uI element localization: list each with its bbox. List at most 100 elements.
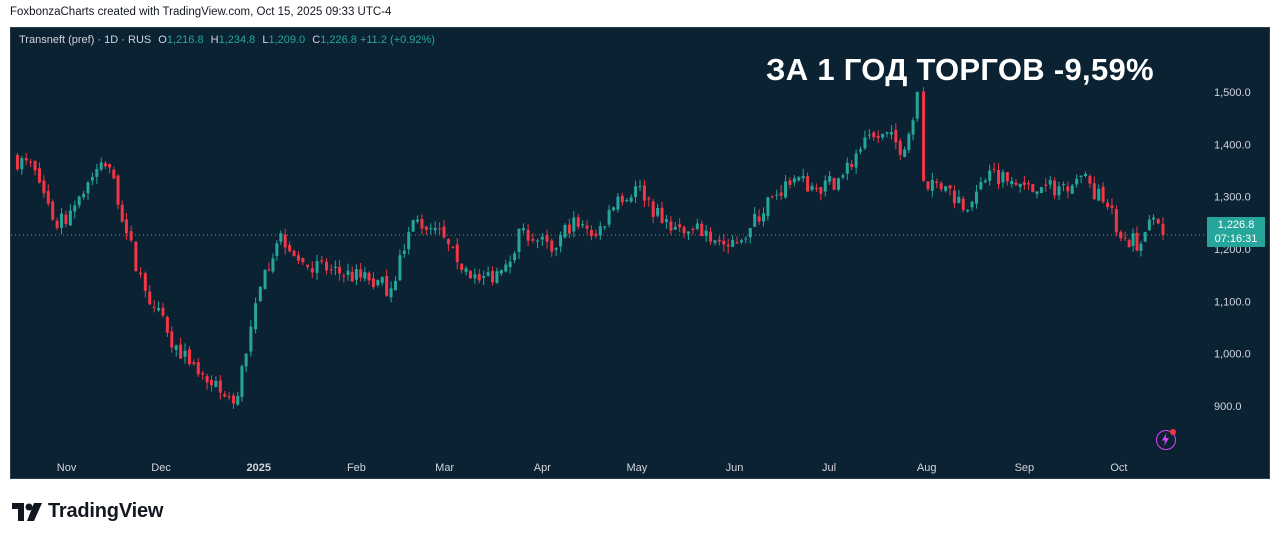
candle-body[interactable] (625, 199, 629, 201)
candle-body[interactable] (15, 155, 19, 170)
candle-body[interactable] (863, 137, 867, 149)
candle-body[interactable] (51, 201, 55, 220)
candle-body[interactable] (572, 217, 576, 232)
candle-body[interactable] (371, 278, 375, 288)
candle-body[interactable] (148, 291, 152, 305)
candle-body[interactable] (911, 120, 915, 135)
candle-body[interactable] (161, 307, 165, 316)
candle-body[interactable] (33, 160, 37, 171)
candle-body[interactable] (739, 240, 743, 243)
candle-body[interactable] (380, 277, 384, 283)
candle-body[interactable] (704, 230, 708, 236)
candle-body[interactable] (64, 214, 68, 224)
candle-body[interactable] (254, 303, 258, 330)
candle-body[interactable] (559, 235, 563, 247)
candle-body[interactable] (974, 191, 978, 204)
candle-body[interactable] (872, 132, 876, 138)
candle-body[interactable] (24, 158, 28, 161)
candle-body[interactable] (429, 228, 433, 230)
candle-body[interactable] (775, 194, 779, 196)
candle-body[interactable] (691, 228, 695, 230)
candle-body[interactable] (320, 260, 324, 262)
candle-body[interactable] (1119, 231, 1123, 239)
candle-body[interactable] (876, 135, 880, 139)
candle-body[interactable] (983, 180, 987, 183)
candle-body[interactable] (792, 178, 796, 183)
candle-body[interactable] (424, 226, 428, 230)
candle-body[interactable] (634, 186, 638, 198)
candle-body[interactable] (288, 245, 292, 252)
candle-body[interactable] (598, 226, 602, 236)
candle-body[interactable] (393, 280, 397, 291)
candle-body[interactable] (612, 207, 616, 211)
candle-body[interactable] (678, 224, 682, 228)
candle-body[interactable] (1123, 237, 1127, 239)
candle-body[interactable] (183, 350, 187, 357)
candle-body[interactable] (589, 229, 593, 237)
candle-body[interactable] (744, 238, 748, 240)
candle-body[interactable] (363, 272, 367, 279)
candle-body[interactable] (315, 261, 319, 273)
candle-body[interactable] (174, 345, 178, 350)
candle-body[interactable] (279, 233, 283, 242)
candle-body[interactable] (810, 185, 814, 190)
candle-body[interactable] (1039, 187, 1043, 193)
candle-body[interactable] (1106, 202, 1110, 208)
candle-body[interactable] (944, 186, 948, 191)
candle-body[interactable] (1161, 223, 1165, 235)
candle-body[interactable] (1048, 179, 1052, 185)
candle-body[interactable] (819, 187, 823, 194)
candle-body[interactable] (82, 193, 86, 198)
candle-body[interactable] (1027, 183, 1031, 185)
candle-body[interactable] (438, 228, 442, 230)
candle-body[interactable] (1135, 232, 1139, 251)
candle-body[interactable] (205, 376, 209, 383)
candle-body[interactable] (103, 163, 107, 167)
candle-body[interactable] (95, 169, 99, 177)
candle-body[interactable] (1127, 240, 1131, 248)
candle-body[interactable] (992, 168, 996, 170)
candle-body[interactable] (1152, 217, 1156, 220)
candle-body[interactable] (77, 196, 81, 206)
candle-body[interactable] (930, 179, 934, 191)
candle-body[interactable] (836, 178, 840, 190)
candle-body[interactable] (1005, 172, 1009, 182)
candle-body[interactable] (124, 219, 128, 234)
candle-body[interactable] (346, 270, 350, 275)
candle-body[interactable] (784, 181, 788, 198)
candle-body[interactable] (152, 306, 156, 308)
candle-body[interactable] (952, 190, 956, 204)
candle-body[interactable] (841, 175, 845, 178)
candle-body[interactable] (642, 185, 646, 201)
candle-body[interactable] (770, 196, 774, 198)
candle-body[interactable] (283, 234, 287, 248)
candle-body[interactable] (603, 226, 607, 228)
candle-body[interactable] (563, 224, 567, 238)
candle-body[interactable] (748, 228, 752, 238)
candle-body[interactable] (1010, 180, 1014, 185)
candle-body[interactable] (275, 243, 279, 256)
candle-body[interactable] (249, 326, 253, 352)
candle-body[interactable] (907, 134, 911, 151)
lightning-icon[interactable] (1156, 430, 1176, 450)
candle-body[interactable] (68, 210, 72, 226)
candle-body[interactable] (814, 188, 818, 190)
candle-body[interactable] (367, 272, 371, 281)
candle-body[interactable] (850, 163, 854, 168)
candle-body[interactable] (722, 240, 726, 245)
candle-body[interactable] (508, 261, 512, 268)
candle-body[interactable] (324, 261, 328, 271)
candle-body[interactable] (531, 238, 535, 241)
candle-body[interactable] (854, 153, 858, 168)
candle-body[interactable] (342, 275, 346, 277)
candle-body[interactable] (120, 204, 124, 222)
candle-body[interactable] (134, 241, 138, 272)
chart-panel[interactable]: 900.0 1,000.0 1,100.0 1,200.0 1,300.0 1,400.0… (10, 27, 1270, 479)
candle-body[interactable] (1088, 176, 1092, 184)
candle-body[interactable] (709, 231, 713, 242)
candle-body[interactable] (788, 180, 792, 185)
candle-body[interactable] (948, 185, 952, 189)
candle-body[interactable] (695, 223, 699, 229)
candle-body[interactable] (726, 244, 730, 247)
candle-body[interactable] (504, 264, 508, 272)
